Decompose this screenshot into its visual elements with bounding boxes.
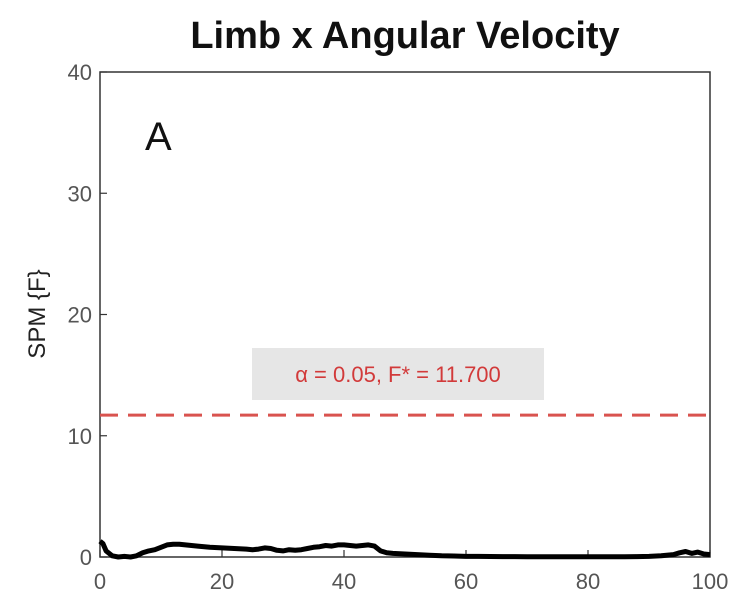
y-tick-label: 0: [80, 545, 92, 570]
y-axis: 0 10 20 30 40: [68, 60, 107, 570]
x-tick-label: 100: [692, 569, 729, 594]
y-tick-label: 30: [68, 181, 92, 206]
x-tick-label: 60: [454, 569, 478, 594]
x-tick-label: 0: [94, 569, 106, 594]
x-axis: 0 20 40 60 80 100: [94, 550, 728, 594]
threshold-label-box: [252, 348, 544, 400]
x-tick-label: 40: [332, 569, 356, 594]
y-tick-label: 40: [68, 60, 92, 85]
y-tick-label: 10: [68, 424, 92, 449]
threshold-label: α = 0.05, F* = 11.700: [295, 362, 501, 387]
y-tick-label: 20: [68, 303, 92, 328]
plot-area: [99, 71, 711, 558]
spm-series-line: [98, 539, 711, 560]
panel-label: A: [145, 115, 172, 159]
x-tick-label: 20: [210, 569, 234, 594]
y-axis-label: SPM {F}: [24, 269, 51, 358]
x-tick-label: 80: [576, 569, 600, 594]
chart-title: Limb x Angular Velocity: [190, 15, 619, 57]
